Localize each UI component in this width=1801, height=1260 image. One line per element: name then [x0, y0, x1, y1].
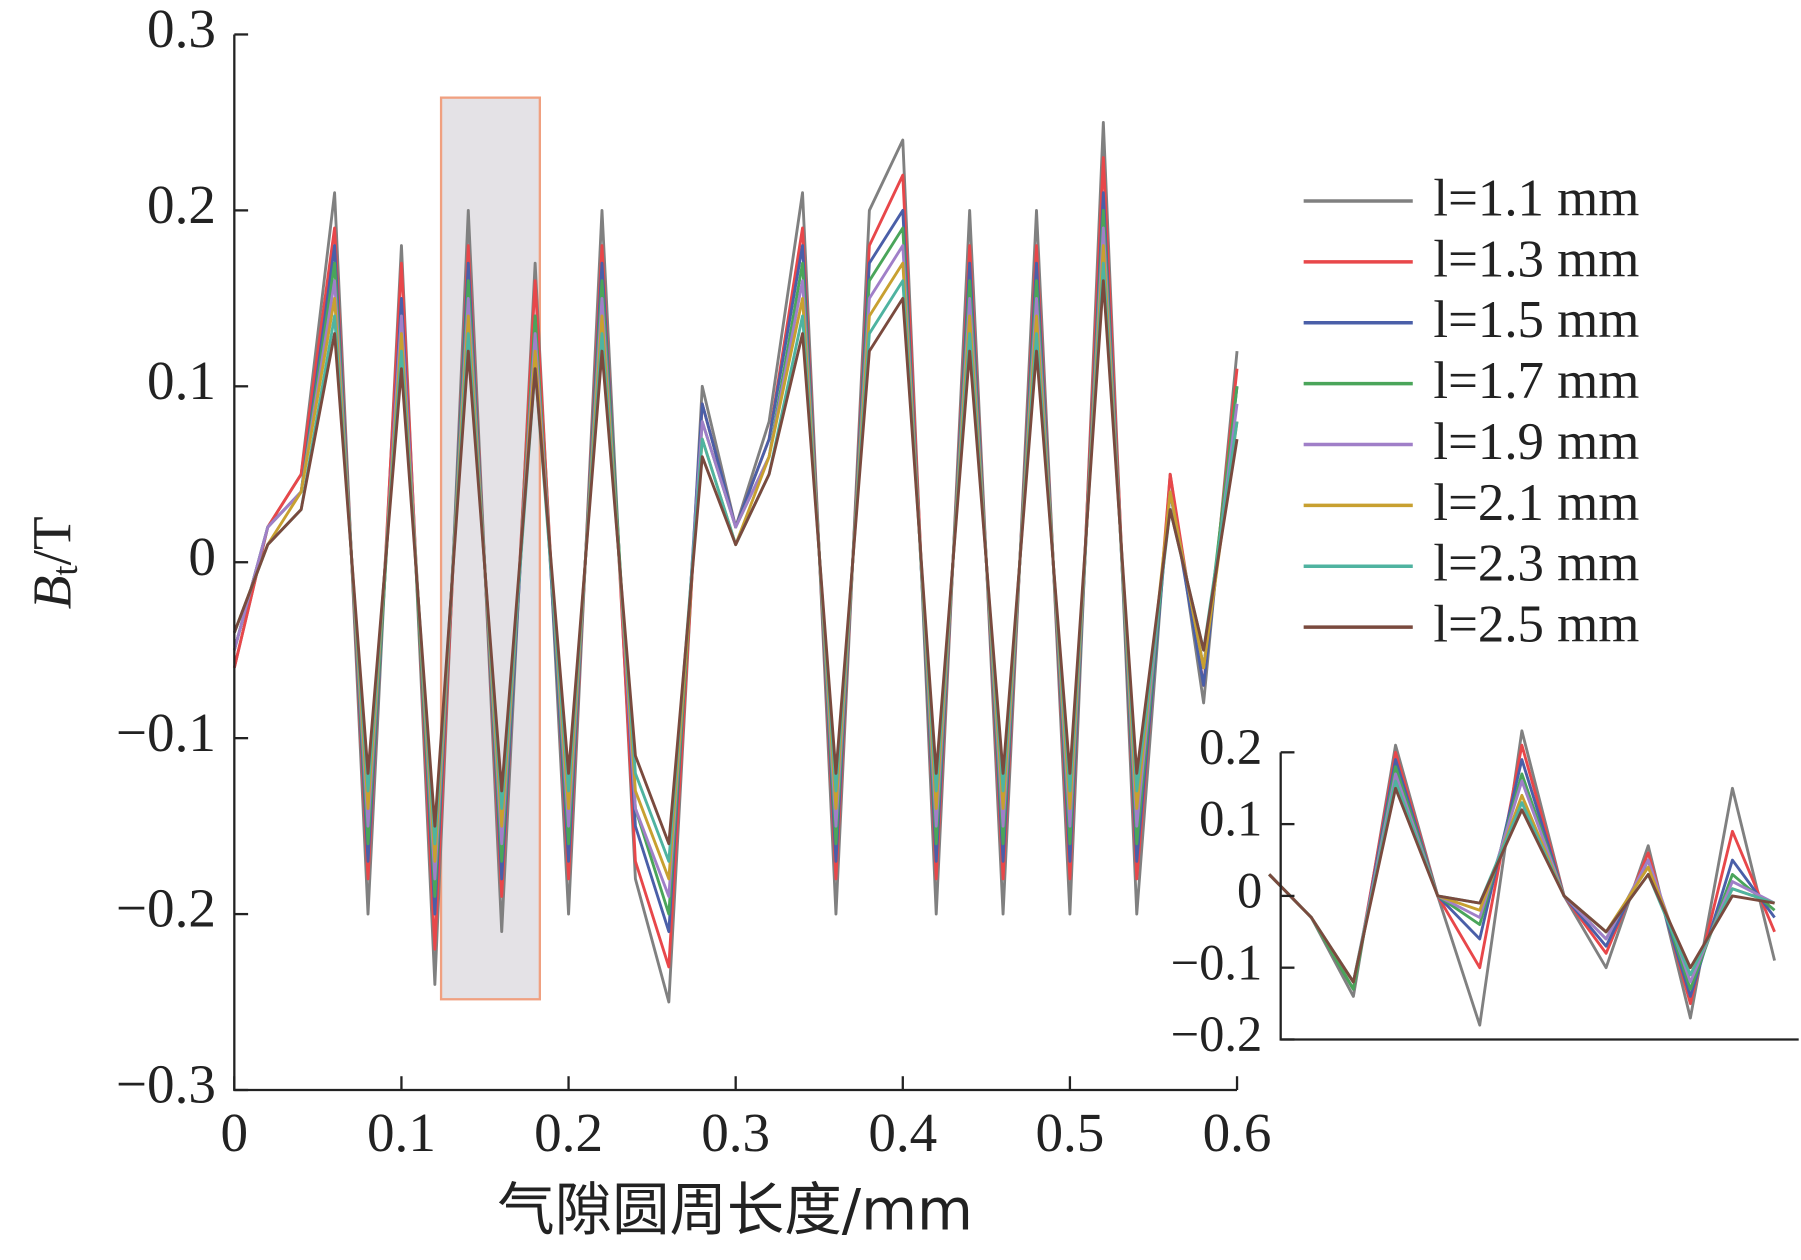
- y-tick-label: −0.1: [116, 702, 216, 763]
- y-tick-label: 0: [188, 526, 216, 587]
- legend-label: l=2.1 mm: [1433, 474, 1639, 532]
- legend-label: l=1.1 mm: [1433, 169, 1639, 227]
- x-tick-label: 0.6: [1203, 1102, 1272, 1163]
- x-tick-label: 0.4: [868, 1102, 937, 1163]
- x-tick-label: 0.1: [367, 1102, 436, 1163]
- series-line: [232, 279, 1239, 846]
- series-line: [1268, 786, 1775, 984]
- legend-label: l=2.3 mm: [1433, 535, 1639, 593]
- legend-label: l=1.7 mm: [1433, 352, 1639, 410]
- y-tick-label: 0.2: [147, 174, 216, 235]
- series-line: [1268, 729, 1776, 1027]
- y-tick-label: 0: [1237, 862, 1262, 918]
- legend-label: l=1.3 mm: [1433, 230, 1639, 288]
- y-tick-label: −0.2: [1171, 1006, 1263, 1062]
- y-tick-label: 0.3: [147, 0, 216, 59]
- x-tick-label: 0.5: [1035, 1102, 1104, 1163]
- x-tick-label: 0: [221, 1102, 249, 1163]
- y-tick-label: −0.3: [116, 1054, 216, 1115]
- y-label-unit: /T: [21, 516, 82, 565]
- y-tick-label: 0.1: [147, 350, 216, 411]
- y-tick-label: 0.1: [1199, 791, 1262, 847]
- y-tick-label: −0.2: [116, 878, 216, 939]
- series-line: [1268, 765, 1776, 991]
- y-tick-label: −0.1: [1171, 934, 1263, 990]
- legend-label: l=1.5 mm: [1433, 291, 1639, 349]
- y-label-subscript: t: [44, 565, 85, 575]
- legend-label: l=2.5 mm: [1433, 596, 1639, 654]
- legend-label: l=1.9 mm: [1433, 413, 1639, 471]
- y-label-symbol: B: [21, 576, 82, 610]
- x-tick-label: 0.3: [701, 1102, 770, 1163]
- x-axis-label: 气隙圆周长度/mm: [497, 1177, 973, 1244]
- y-tick-label: 0.2: [1199, 719, 1262, 775]
- y-axis-label: Bt/T: [21, 516, 85, 609]
- x-tick-label: 0.2: [534, 1102, 603, 1163]
- zoom-region: [439, 96, 541, 1001]
- series-line: [232, 226, 1239, 898]
